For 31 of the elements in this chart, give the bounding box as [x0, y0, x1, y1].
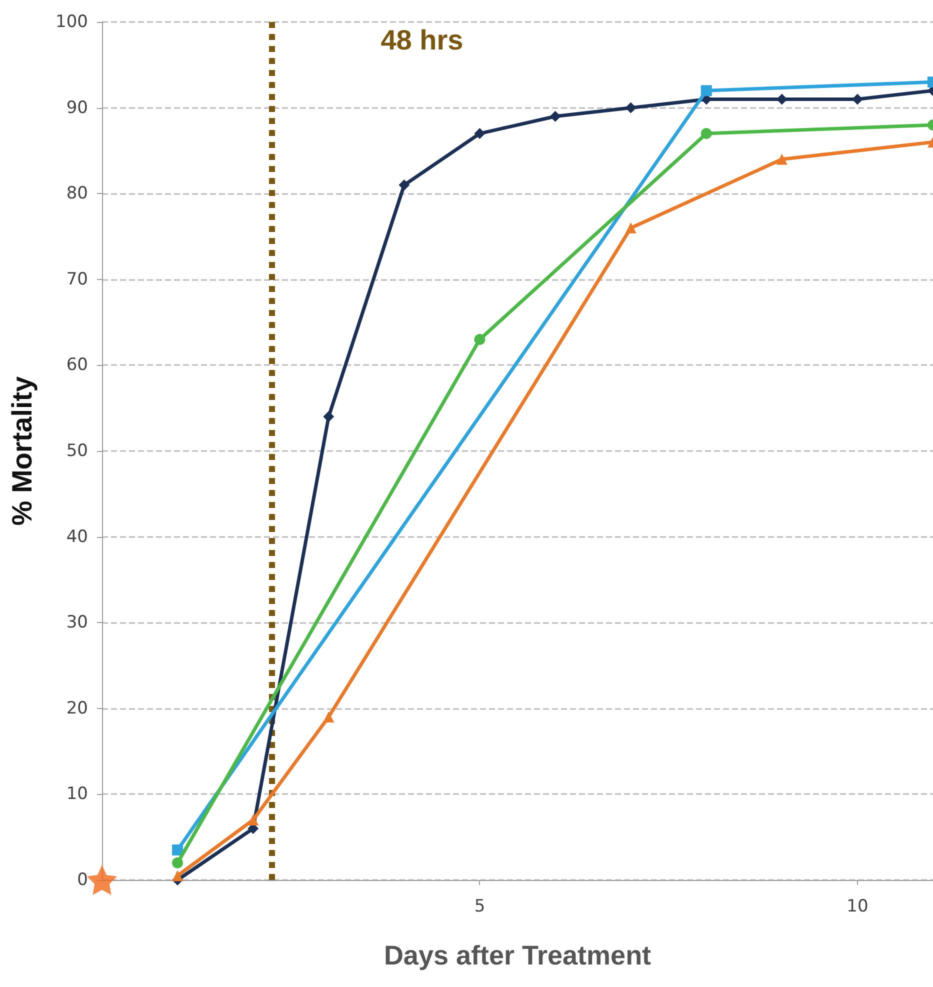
y-tick-label: 20	[66, 698, 88, 718]
point	[474, 128, 486, 140]
point	[625, 102, 636, 114]
y-tick-label: 10	[66, 784, 88, 804]
x-axis-title: Days after Treatment	[384, 940, 652, 970]
y-tick-label: 80	[66, 184, 88, 204]
point	[398, 180, 410, 191]
point	[248, 814, 259, 826]
y-tick-label: 30	[66, 612, 88, 633]
x-tick-label: 5	[474, 896, 486, 916]
point	[776, 154, 788, 165]
y-tick-label: 50	[66, 441, 88, 461]
point	[172, 844, 184, 856]
point	[700, 128, 712, 140]
point	[87, 865, 117, 895]
point	[172, 857, 184, 868]
y-tick-label: 60	[66, 355, 88, 376]
y-tick-label: 100	[56, 12, 88, 32]
point	[172, 870, 184, 882]
point	[323, 411, 334, 422]
y-tick-label: 0	[77, 870, 88, 890]
point	[550, 110, 561, 122]
y-tick-label: 40	[66, 526, 88, 547]
y-tick-label: 70	[66, 269, 88, 290]
y-axis-title: % Mortality	[6, 376, 38, 526]
ref-line-label: 48 hrs	[380, 24, 464, 56]
point	[625, 222, 636, 234]
y-tick-label: 90	[66, 98, 88, 118]
point	[474, 334, 486, 345]
point	[323, 711, 334, 722]
point	[700, 85, 712, 96]
